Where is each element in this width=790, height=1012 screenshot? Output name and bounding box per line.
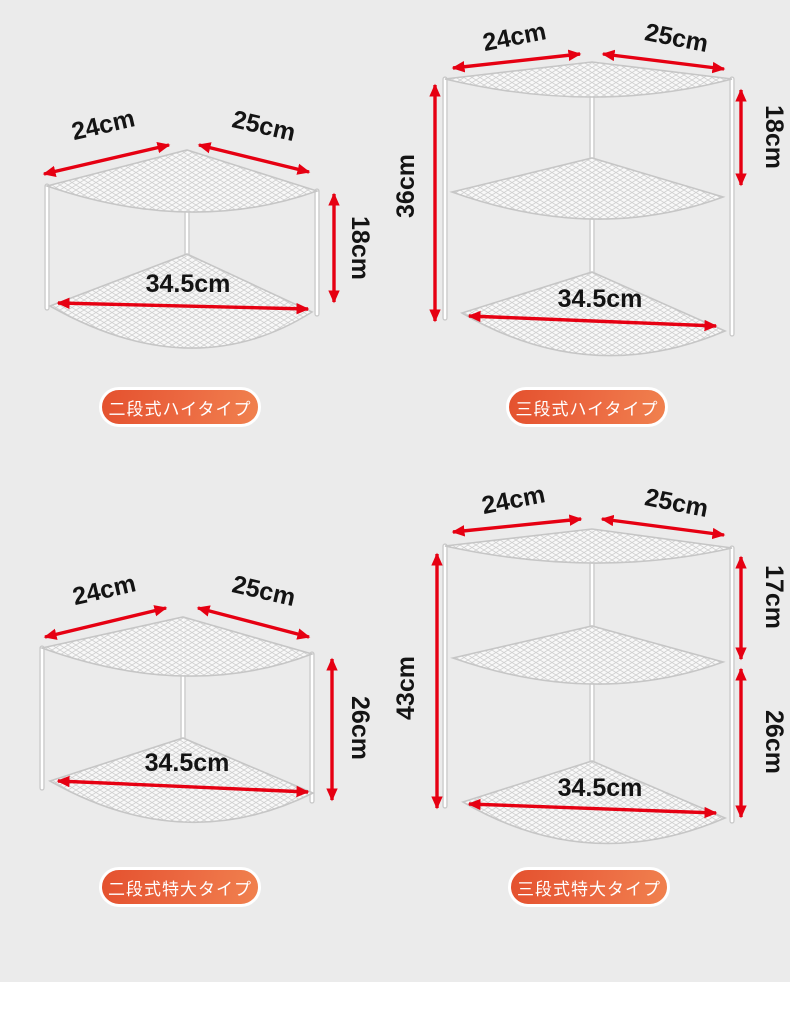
dim-diagonal: 34.5cm	[146, 270, 231, 298]
dim-right-tier-gap-upper: 17cm	[760, 565, 788, 629]
shelf-top	[444, 61, 733, 98]
dim-right-height: 26cm	[346, 696, 374, 760]
dim-top-left: 24cm	[479, 480, 547, 520]
shelf-bottom	[48, 253, 314, 349]
dim-top-left: 24cm	[69, 104, 138, 146]
dim-top-left: 24cm	[70, 569, 139, 611]
type-label: 三段式特大タイプ	[517, 879, 661, 899]
panel-three-tier-high: 24cm 25cm 36cm 18cm 34.5cm	[392, 17, 788, 357]
rack-shelves	[444, 528, 733, 845]
dim-right-tier-gap-lower: 26cm	[760, 710, 788, 774]
panel-two-tier-high: 24cm 25cm 18cm 34.5cm	[42, 104, 374, 349]
rack-legs	[39, 617, 315, 804]
dim-right-height: 18cm	[346, 216, 374, 280]
type-label-pill-two-tier-xl: 二段式特大タイプ	[99, 867, 261, 907]
dim-left-height: 36cm	[392, 154, 420, 218]
dim-top-right: 25cm	[642, 483, 710, 523]
dim-diagonal: 34.5cm	[558, 774, 643, 802]
shelf-top	[39, 616, 315, 677]
type-label: 三段式ハイタイプ	[515, 399, 659, 419]
dimension-arrows	[43, 605, 338, 802]
dimension-arrows	[429, 49, 747, 332]
rack-shelves	[44, 149, 320, 349]
dim-top-right: 25cm	[229, 105, 298, 147]
shelf-middle	[450, 625, 726, 685]
dimension-arrows	[42, 142, 340, 315]
dim-diagonal: 34.5cm	[145, 749, 230, 777]
dim-left-height: 43cm	[392, 656, 420, 720]
type-label: 二段式ハイタイプ	[108, 399, 252, 419]
dim-diagonal: 34.5cm	[558, 285, 643, 313]
type-label-pill-three-tier-xl: 三段式特大タイプ	[508, 867, 670, 907]
dim-top-right: 25cm	[642, 18, 710, 58]
shelf-top	[44, 149, 320, 213]
dim-top-right: 25cm	[229, 570, 298, 612]
type-label-pill-two-tier-high: 二段式ハイタイプ	[99, 387, 261, 427]
dimension-arrows	[431, 514, 747, 819]
type-label-pill-three-tier-high: 三段式ハイタイプ	[506, 387, 668, 427]
shelf-top	[444, 528, 733, 564]
panel-two-tier-xl: 24cm 25cm 26cm 34.5cm	[39, 569, 374, 824]
shelf-middle	[449, 157, 726, 220]
panel-three-tier-xl: 24cm 25cm 43cm 17cm 26cm 34.5cm	[392, 480, 788, 845]
type-label: 二段式特大タイプ	[108, 879, 252, 899]
dim-top-left: 24cm	[480, 17, 548, 57]
dim-right-tier-gap: 18cm	[760, 105, 788, 169]
